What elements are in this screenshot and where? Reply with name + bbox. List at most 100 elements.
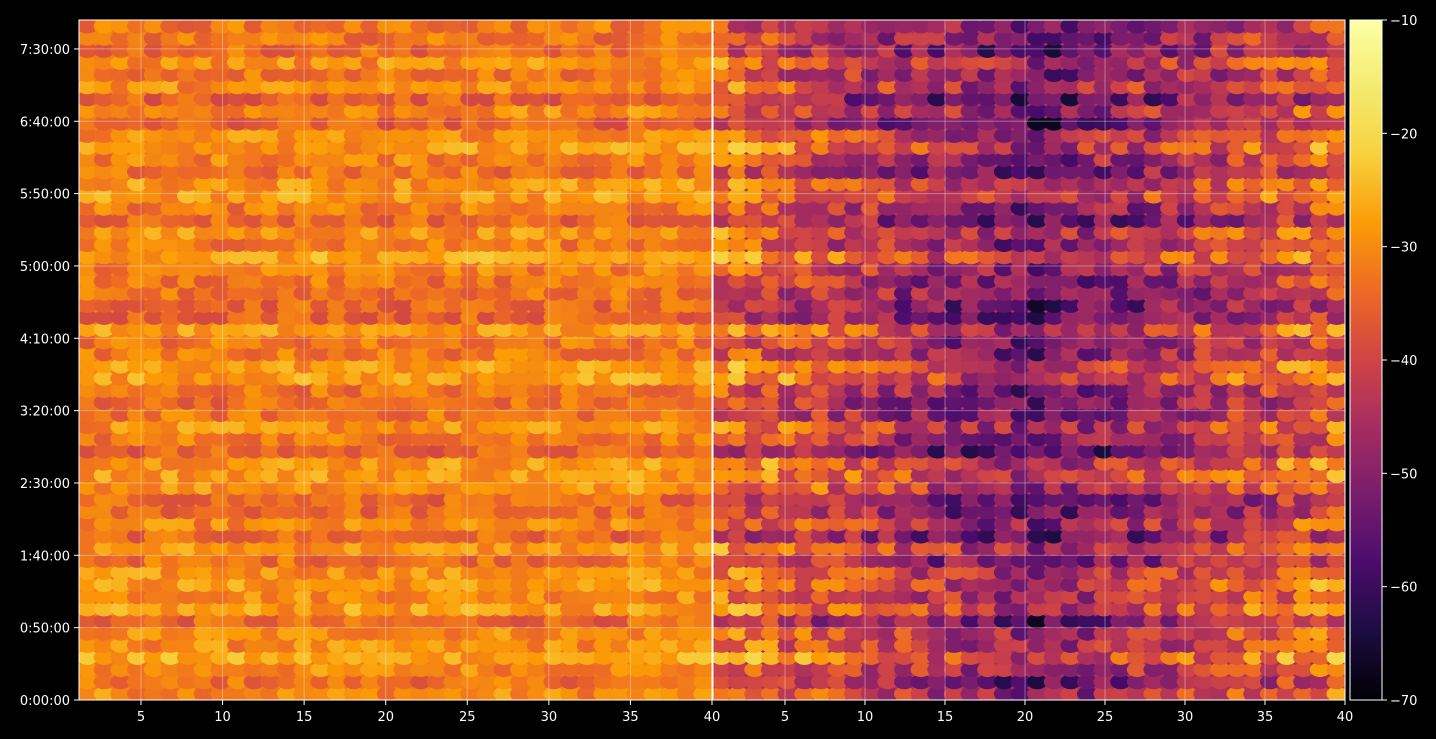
heatmap-cell <box>1259 674 1281 690</box>
heatmap-cell <box>1110 322 1131 338</box>
heatmap-cell <box>177 212 198 228</box>
heatmap-cell <box>560 140 581 155</box>
heatmap-cell <box>510 370 531 386</box>
heatmap-cell <box>626 334 648 350</box>
heatmap-cell <box>1027 601 1048 617</box>
heatmap-cell <box>1027 443 1048 459</box>
heatmap-cell <box>693 297 712 313</box>
heatmap-cell <box>1226 334 1248 350</box>
heatmap-cell <box>343 273 365 289</box>
heatmap-cell <box>243 504 265 520</box>
heatmap-cell <box>927 407 948 423</box>
heatmap-cell <box>526 91 548 107</box>
heatmap-cell <box>310 528 331 544</box>
heatmap-cell <box>1093 552 1115 568</box>
heatmap-cell <box>1160 686 1181 700</box>
heatmap-cell <box>593 613 614 629</box>
heatmap-cell <box>1326 686 1345 700</box>
heatmap-cell <box>844 285 865 301</box>
heatmap-cell <box>393 188 415 204</box>
heatmap-cell <box>476 613 498 629</box>
heatmap-cell <box>877 443 898 459</box>
heatmap-cell <box>127 115 148 131</box>
heatmap-cell <box>343 285 365 301</box>
heatmap-cell <box>643 140 664 155</box>
heatmap-cell <box>1193 261 1214 277</box>
heatmap-cell <box>460 662 481 678</box>
heatmap-cell <box>1193 346 1214 362</box>
heatmap-cell <box>827 662 848 678</box>
heatmap-cell <box>610 30 631 46</box>
heatmap-cell <box>326 674 348 690</box>
heatmap-cell <box>960 455 982 471</box>
heatmap-cell <box>1027 589 1048 605</box>
heatmap-cell <box>143 443 165 459</box>
heatmap-cell <box>1176 492 1198 508</box>
heatmap-cell <box>643 225 664 240</box>
heatmap-cell <box>1243 467 1264 483</box>
heatmap-cell <box>1259 273 1281 289</box>
heatmap-cell <box>1176 516 1198 532</box>
heatmap-cell <box>643 346 664 362</box>
heatmap-cell <box>593 528 614 544</box>
heatmap-cell <box>993 431 1015 447</box>
heatmap-cell <box>1143 528 1164 544</box>
heatmap-cell <box>376 237 398 253</box>
heatmap-cell <box>426 637 448 653</box>
heatmap-cell <box>560 212 581 228</box>
heatmap-cell <box>910 528 932 544</box>
heatmap-cell <box>476 127 498 143</box>
heatmap-cell <box>510 30 531 46</box>
heatmap-cell <box>210 407 231 423</box>
heatmap-cell <box>79 686 98 700</box>
heatmap-cell <box>576 467 598 483</box>
heatmap-cell <box>143 310 165 325</box>
heatmap-cell <box>376 662 398 678</box>
heatmap-cell <box>1060 370 1081 386</box>
heatmap-cell <box>810 601 832 617</box>
heatmap-cell <box>343 103 365 119</box>
heatmap-cell <box>310 261 331 277</box>
x-tick-label: 35 <box>622 710 639 725</box>
heatmap-cell <box>93 140 115 155</box>
heatmap-cell <box>526 200 548 216</box>
heatmap-cell <box>510 225 531 240</box>
heatmap-cell <box>426 528 448 544</box>
heatmap-cell <box>1010 504 1031 520</box>
heatmap-cell <box>276 225 298 240</box>
heatmap-cell <box>1160 285 1181 301</box>
heatmap-cell <box>827 370 848 386</box>
heatmap-cell <box>360 565 381 580</box>
heatmap-cell <box>1293 431 1314 447</box>
heatmap-cell <box>1060 382 1081 398</box>
heatmap-cell <box>93 200 115 216</box>
heatmap-cell <box>510 382 531 398</box>
heatmap-cell <box>643 42 664 58</box>
heatmap-cell <box>560 589 581 605</box>
heatmap-cell <box>1027 637 1048 653</box>
heatmap-cell <box>693 662 712 678</box>
heatmap-cell <box>1027 552 1048 568</box>
heatmap-cell <box>227 407 248 423</box>
heatmap-cell <box>1176 577 1198 593</box>
heatmap-cell <box>676 55 698 70</box>
heatmap-cell <box>410 285 431 301</box>
heatmap-cell <box>1110 370 1131 386</box>
heatmap-cell <box>93 285 115 301</box>
heatmap-cell <box>760 310 782 325</box>
heatmap-cell <box>343 686 365 700</box>
heatmap-cell <box>844 516 865 532</box>
heatmap-cell <box>960 601 982 617</box>
heatmap-cell <box>626 176 648 192</box>
heatmap-cell <box>326 516 348 532</box>
heatmap-cell <box>227 249 248 265</box>
heatmap-cell <box>1093 443 1115 459</box>
heatmap-cell <box>960 686 982 700</box>
heatmap-cell <box>760 492 782 508</box>
heatmap-cell <box>877 322 898 338</box>
heatmap-cell <box>193 103 215 119</box>
heatmap-cell <box>127 504 148 520</box>
heatmap-cell <box>210 565 231 580</box>
heatmap-cell <box>1126 395 1148 410</box>
heatmap-cell <box>376 674 398 690</box>
